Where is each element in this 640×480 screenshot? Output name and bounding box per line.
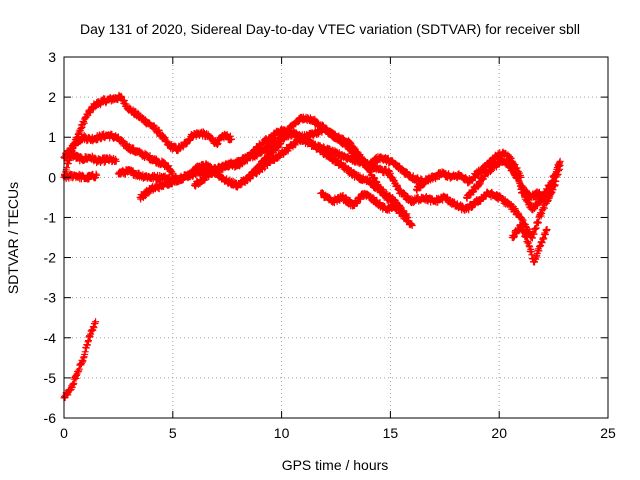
y-tick-label: -1: [44, 209, 57, 225]
x-tick-label: 0: [60, 425, 68, 441]
y-tick-label: -4: [44, 330, 57, 346]
series-arc-05: [60, 170, 101, 183]
series-arc-09: [245, 132, 405, 215]
data-point: [404, 213, 412, 221]
data-point: [408, 221, 416, 229]
series-arc-12: [413, 148, 525, 195]
series-arc-03: [60, 130, 177, 179]
series-arc-15: [517, 157, 564, 214]
data-point: [556, 157, 564, 165]
y-tick-label: -6: [44, 410, 57, 426]
y-tick-label: 1: [48, 129, 56, 145]
x-tick-label: 20: [491, 425, 507, 441]
x-axis-label: GPS time / hours: [282, 457, 389, 473]
y-axis-label: SDTVAR / TECUs: [5, 182, 21, 294]
y-tick-label: -3: [44, 290, 57, 306]
series-arc-04: [60, 150, 120, 167]
series-arc-11: [386, 161, 564, 242]
y-tick-label: 3: [48, 49, 56, 65]
plot-frame: [63, 56, 609, 419]
x-tick-label: 15: [383, 425, 399, 441]
data-point: [92, 318, 100, 326]
chart-title: Day 131 of 2020, Sidereal Day-to-day VTE…: [80, 21, 580, 37]
data-point: [228, 135, 236, 143]
series-arc-14: [508, 221, 551, 266]
data-point: [112, 157, 120, 165]
y-tick-label: 0: [48, 169, 56, 185]
x-tick-label: 10: [274, 425, 290, 441]
data-point: [543, 225, 551, 233]
x-tick-label: 5: [169, 425, 177, 441]
series-arc-07: [136, 113, 394, 203]
axes: 0 5 10 15 20 25 -6 -5 -4 -3 -2 -1 0 1 2 3: [44, 49, 616, 441]
data-points: [60, 91, 564, 402]
series-arc-10: [317, 189, 412, 222]
y-tick-label: -2: [44, 250, 57, 266]
y-tick-label: 2: [48, 89, 56, 105]
x-tick-label: 25: [600, 425, 616, 441]
series-arc-01: [60, 318, 100, 402]
data-point: [93, 171, 101, 179]
y-tick-label: -5: [44, 370, 57, 386]
